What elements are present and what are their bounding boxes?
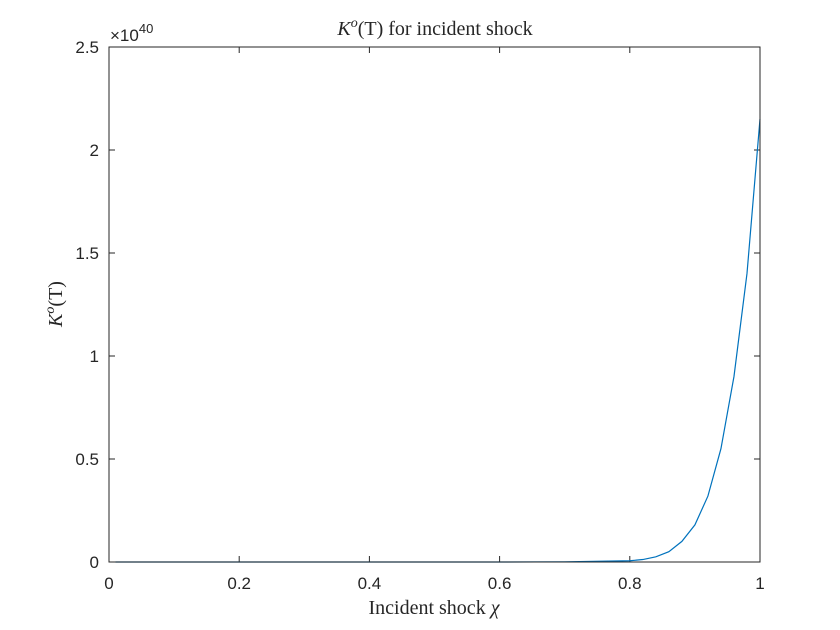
y-tick-label: 1	[90, 347, 99, 366]
x-tick-label: 0.8	[618, 574, 642, 593]
y-tick-label: 0.5	[75, 450, 99, 469]
y-axis-label: Ko(T)	[43, 281, 67, 328]
x-tick-label: 0.4	[358, 574, 382, 593]
x-tick-label: 0.2	[227, 574, 251, 593]
y-tick-label: 2.5	[75, 38, 99, 57]
x-axis-ticks: 0 0.2 0.4 0.6 0.8 1	[104, 47, 765, 593]
y-axis-ticks: 0 0.5 1 1.5 2 2.5	[75, 38, 760, 572]
axes-box	[108, 46, 761, 563]
x-tick-label: 0	[104, 574, 113, 593]
chart-title: Ko(T) for incident shock	[336, 16, 532, 40]
y-tick-label: 2	[90, 141, 99, 160]
x-tick-label: 0.6	[488, 574, 512, 593]
y-tick-label: 1.5	[75, 244, 99, 263]
x-tick-label: 1	[755, 574, 764, 593]
y-exponent-label: ×1040	[110, 21, 153, 45]
x-axis-label: Incident shock χ	[369, 597, 501, 619]
y-tick-label: 0	[90, 553, 99, 572]
plot-area	[109, 47, 760, 562]
